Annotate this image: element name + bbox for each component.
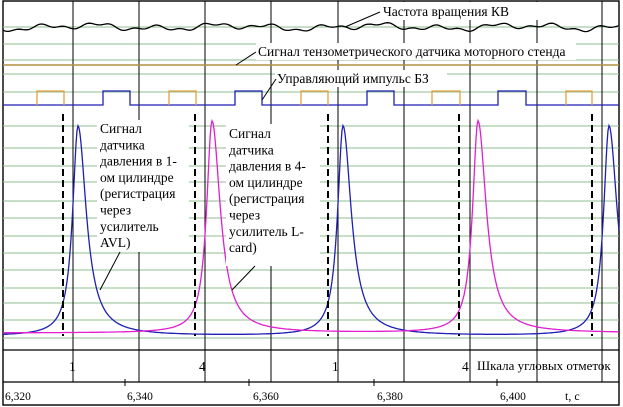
pulse-leader — [261, 78, 277, 101]
cycle-markers — [62, 114, 593, 336]
angle-marks: 1 4 1 4 — [69, 359, 469, 374]
label-line: усилитель — [100, 219, 159, 234]
label-line: (регистрация — [100, 186, 175, 201]
cyl1-label: Сигнал датчика давления в 1-ом цилиндре (ре… — [100, 121, 177, 250]
strain-leader — [235, 51, 257, 66]
label-line: (регистрация — [229, 191, 304, 206]
time-tick-label: 6,320 — [5, 391, 31, 403]
label-line: давления в 4- — [229, 159, 306, 174]
cyl1-label-bg — [97, 120, 189, 252]
angle-mark: 1 — [332, 359, 339, 374]
cyl4-label: Сигнал датчика давления в 4-ом цилиндре (ре… — [229, 126, 306, 255]
label-line: усилитель L- — [229, 224, 304, 239]
orange-pulse — [36, 90, 65, 105]
time-tick-label: 6,340 — [127, 391, 153, 403]
angle-mark: 4 — [199, 359, 206, 374]
control-pulse-orange — [36, 90, 593, 105]
strain-gauge-label: Сигнал тензометрического датчика моторно… — [258, 44, 565, 59]
angle-scale-label: Шкала угловых отметок — [477, 358, 611, 373]
cyl1-leader — [99, 251, 121, 291]
freq-label-bg — [380, 2, 576, 20]
orange-pulse — [300, 90, 329, 105]
cyl4-label-bg — [226, 124, 320, 266]
time-tick-label: 6,360 — [253, 391, 279, 403]
shaft-frequency-trace — [2, 22, 620, 33]
time-axis-label: t, с — [565, 389, 580, 403]
pulse-label-bg — [275, 70, 447, 87]
label-line: датчика — [229, 142, 274, 157]
strain-label-bg — [256, 43, 576, 60]
cyl1-pressure-trace — [3, 123, 620, 335]
orange-pulse — [168, 90, 197, 105]
angle-mark: 1 — [69, 359, 76, 374]
time-tick-label: 6,400 — [500, 391, 526, 403]
control-pulse-label: Управляющий импульс БЗ — [277, 71, 429, 86]
label-line: Сигнал — [229, 126, 271, 141]
control-pulse-trace — [3, 90, 619, 106]
shaft-frequency-label: Частота вращения КВ — [383, 4, 509, 19]
label-line: датчика — [100, 137, 145, 152]
cyl4-pressure-trace — [3, 118, 619, 334]
label-line: card) — [229, 240, 257, 255]
time-tick-label: 6,380 — [377, 391, 403, 403]
label-line: AVL) — [100, 235, 131, 250]
label-line: ом цилиндре — [100, 170, 174, 185]
label-line: ом цилиндре — [229, 175, 303, 190]
freq-leader — [344, 11, 381, 28]
orange-pulse — [565, 90, 593, 105]
label-line: через — [229, 208, 260, 223]
label-line: через — [100, 203, 131, 218]
time-ticks — [2, 379, 498, 386]
label-line: Сигнал — [100, 121, 142, 136]
cyl4-leader — [231, 265, 256, 291]
label-line: давления в 1- — [100, 154, 177, 169]
orange-pulse — [431, 90, 461, 105]
angle-mark: 4 — [462, 359, 469, 374]
